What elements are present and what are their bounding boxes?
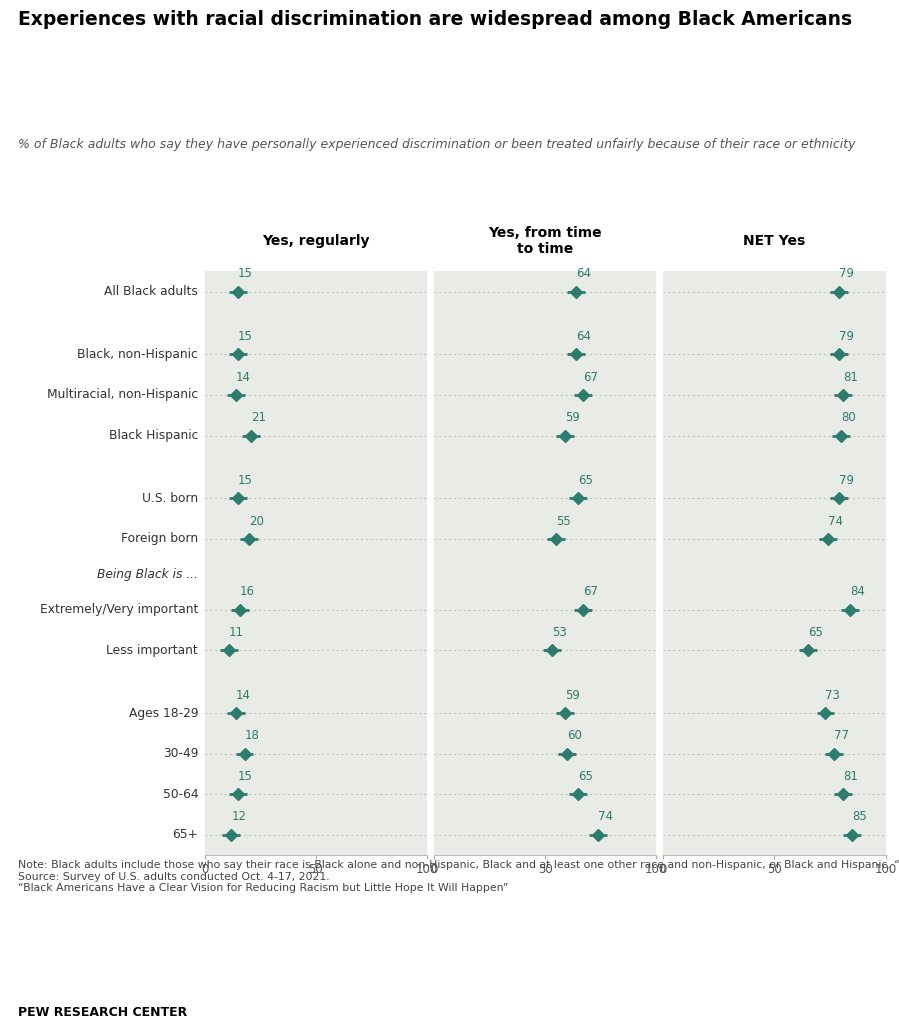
Text: 50-64: 50-64 [163,787,198,801]
Text: 79: 79 [839,474,854,487]
Text: Extremely/Very important: Extremely/Very important [40,603,198,616]
Text: 79: 79 [839,330,854,343]
Text: 81: 81 [843,371,859,384]
Text: 64: 64 [576,330,592,343]
Text: 20: 20 [249,514,263,527]
Text: Foreign born: Foreign born [121,532,198,546]
Text: 74: 74 [599,810,613,823]
Text: Yes, from time
to time: Yes, from time to time [488,225,601,256]
Text: 65+: 65+ [173,828,198,842]
Text: 80: 80 [841,412,856,424]
Text: 67: 67 [583,371,598,384]
Text: 65: 65 [807,626,823,639]
Text: 59: 59 [565,689,580,701]
Text: 85: 85 [852,810,867,823]
Text: 65: 65 [578,474,593,487]
Text: 55: 55 [556,514,571,527]
Text: % of Black adults who say they have personally experienced discrimination or bee: % of Black adults who say they have pers… [18,138,856,152]
Text: 65: 65 [578,770,593,783]
Text: Multiracial, non-Hispanic: Multiracial, non-Hispanic [47,388,198,401]
Text: 11: 11 [229,626,244,639]
Text: Black, non-Hispanic: Black, non-Hispanic [77,348,198,360]
Text: 15: 15 [238,267,253,281]
Text: Ages 18-29: Ages 18-29 [129,707,198,720]
Text: Note: Black adults include those who say their race is Black alone and non-Hispa: Note: Black adults include those who say… [18,860,899,893]
Text: 77: 77 [834,729,850,742]
Text: 14: 14 [236,371,251,384]
Text: 60: 60 [567,729,583,742]
Text: 15: 15 [238,770,253,783]
Text: 81: 81 [843,770,859,783]
Text: 59: 59 [565,412,580,424]
Text: 30-49: 30-49 [163,748,198,760]
Text: 53: 53 [552,626,566,639]
Text: 64: 64 [576,267,592,281]
Text: 21: 21 [251,412,266,424]
Text: 15: 15 [238,474,253,487]
Text: PEW RESEARCH CENTER: PEW RESEARCH CENTER [18,1006,187,1019]
Text: Experiences with racial discrimination are widespread among Black Americans: Experiences with racial discrimination a… [18,10,852,30]
Text: 12: 12 [231,810,246,823]
Text: Black Hispanic: Black Hispanic [109,429,198,442]
Text: 67: 67 [583,586,598,598]
Text: U.S. born: U.S. born [142,492,198,505]
Text: 18: 18 [245,729,260,742]
Text: 79: 79 [839,267,854,281]
Text: All Black adults: All Black adults [104,285,198,298]
Text: 74: 74 [828,514,842,527]
Text: NET Yes: NET Yes [743,233,806,248]
Text: 73: 73 [825,689,841,701]
Text: Being Black is ...: Being Black is ... [97,568,198,581]
Text: 16: 16 [240,586,255,598]
Text: 15: 15 [238,330,253,343]
Text: 84: 84 [850,586,865,598]
Text: Yes, regularly: Yes, regularly [262,233,369,248]
Text: Less important: Less important [106,644,198,656]
Text: 14: 14 [236,689,251,701]
